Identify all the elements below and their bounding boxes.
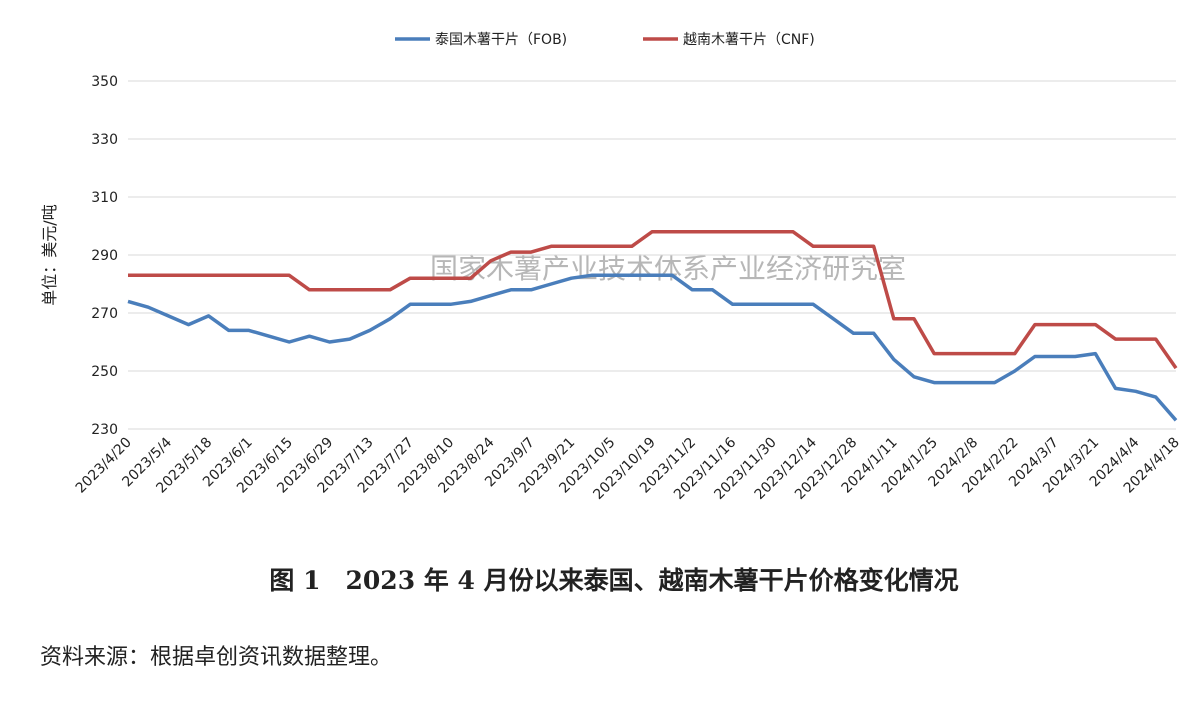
y-tick-label: 350	[91, 74, 118, 90]
caption: 图 1 2023 年 4 月份以来泰国、越南木薯干片价格变化情况	[269, 566, 958, 595]
y-tick-label: 230	[91, 422, 118, 438]
series-line	[128, 230, 1178, 370]
legend-label: 泰国木薯干片（FOB)	[435, 32, 567, 48]
y-tick-label: 270	[91, 306, 118, 322]
y-tick-label: 250	[91, 364, 118, 380]
watermark: 国家木薯产业技术体系产业经济研究室	[430, 252, 906, 285]
source-note: 资料来源：根据卓创资讯数据整理。	[40, 645, 392, 670]
y-axis-label: 单位：美元/吨	[40, 204, 59, 305]
y-tick-label: 310	[91, 190, 118, 206]
x-tick-label: 2023/4/20	[73, 435, 135, 497]
series-line	[127, 273, 1178, 422]
y-tick-label: 290	[91, 248, 118, 264]
legend-label: 越南木薯干片（CNF)	[683, 32, 815, 48]
y-tick-label: 330	[91, 132, 118, 148]
